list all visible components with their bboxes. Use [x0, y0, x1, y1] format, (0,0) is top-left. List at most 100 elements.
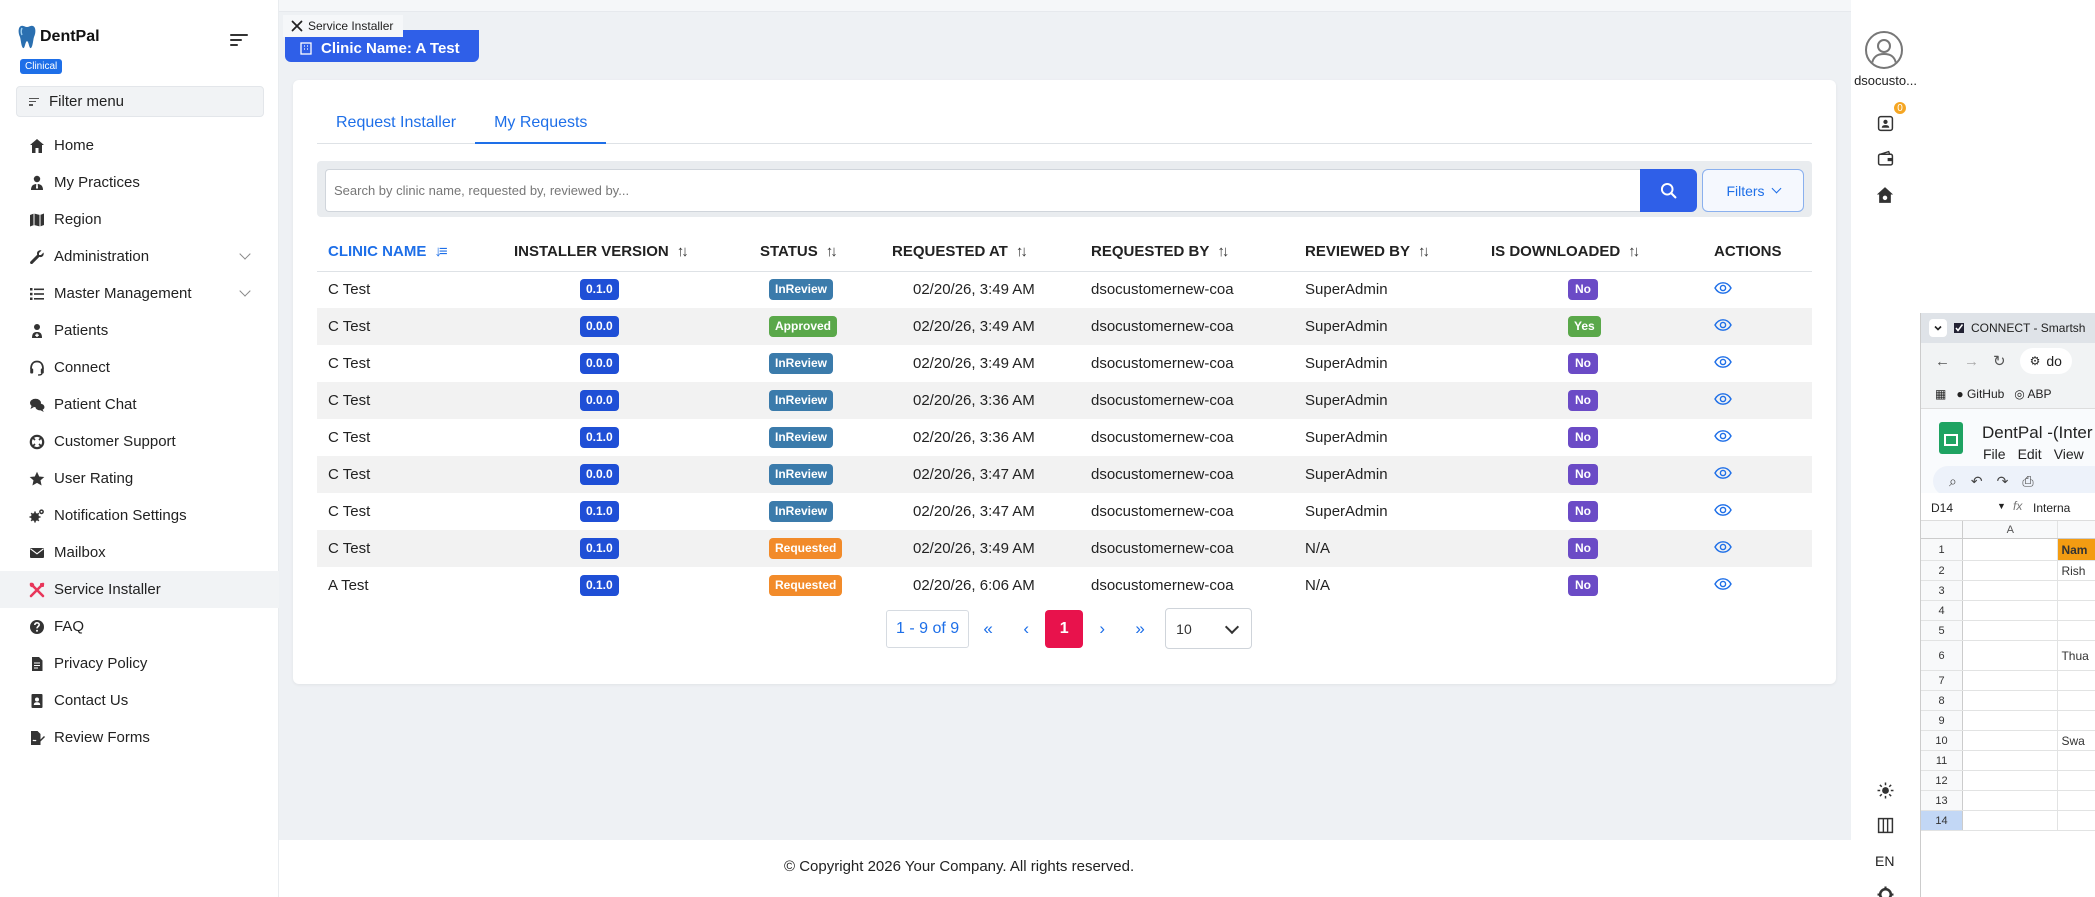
sheet-row[interactable]: 10 Swa: [1921, 731, 2095, 751]
row-number[interactable]: 4: [1921, 601, 1964, 620]
sort-icon[interactable]: ↑↓: [1418, 242, 1430, 260]
sidebar-item-patient-chat[interactable]: Patient Chat: [0, 386, 279, 423]
sheet-row[interactable]: 13: [1921, 791, 2095, 811]
column-header-is-downloaded[interactable]: IS DOWNLOADED ↑↓: [1480, 232, 1703, 272]
bookmark-github[interactable]: ● GitHub: [1956, 386, 2005, 401]
row-number[interactable]: 10: [1921, 731, 1964, 750]
google-sheets-icon[interactable]: [1939, 422, 1963, 454]
table-row[interactable]: C Test 0.0.0 InReview 02/20/26, 3:49 AM dsoc…: [317, 345, 1812, 382]
sidebar-item-review-forms[interactable]: Review Forms: [0, 719, 279, 756]
next-page-button[interactable]: ›: [1099, 618, 1105, 638]
sidebar-item-home[interactable]: Home: [0, 127, 279, 164]
sidebar-toggle-icon[interactable]: [230, 34, 248, 48]
row-number[interactable]: 6: [1921, 641, 1964, 670]
sheet-cell[interactable]: [1963, 671, 2059, 690]
sheet-cell[interactable]: [1963, 731, 2059, 750]
username[interactable]: dsocusto...: [1854, 73, 1917, 88]
row-number[interactable]: 3: [1921, 581, 1964, 600]
sheet-cell[interactable]: Thua: [2061, 648, 2089, 663]
undo-icon[interactable]: ↶: [1970, 472, 1983, 489]
sidebar-item-my-practices[interactable]: My Practices: [0, 164, 279, 201]
apps-grid-icon[interactable]: ▦: [1935, 386, 1947, 401]
view-eye-icon[interactable]: [1714, 540, 1732, 557]
layout-columns-icon[interactable]: [1875, 815, 1895, 835]
sidebar-item-contact-us[interactable]: Contact Us: [0, 682, 279, 719]
address-bar[interactable]: ⚙ do: [2019, 348, 2072, 374]
contact-card-icon[interactable]: [1875, 113, 1895, 133]
column-header-requested-at[interactable]: REQUESTED AT ↑↓: [881, 232, 1080, 272]
formula-input[interactable]: Interna: [2033, 501, 2071, 515]
sheet-cell[interactable]: Swa: [2061, 733, 2085, 748]
table-row[interactable]: C Test 0.1.0 InReview 02/20/26, 3:36 AM dsoc…: [317, 419, 1812, 456]
avatar[interactable]: [1865, 31, 1903, 69]
sheet-row[interactable]: 4: [1921, 601, 2095, 621]
table-row[interactable]: C Test 0.0.0 InReview 02/20/26, 3:47 AM dsoc…: [317, 456, 1812, 493]
view-eye-icon[interactable]: [1714, 355, 1732, 372]
sort-icon[interactable]: ↑↓: [825, 242, 838, 260]
sheet-row[interactable]: 3: [1921, 581, 2095, 601]
sidebar-item-user-rating[interactable]: User Rating: [0, 460, 279, 497]
view-eye-icon[interactable]: [1714, 281, 1732, 298]
sheet-cell[interactable]: [1963, 691, 2059, 710]
table-row[interactable]: C Test 0.1.0 InReview 02/20/26, 3:47 AM dsoc…: [317, 493, 1812, 530]
redo-icon[interactable]: ↷: [1996, 472, 2009, 489]
bookmark-abp[interactable]: ◎ ABP: [2014, 386, 2052, 401]
column-header-status[interactable]: STATUS ↑↓: [749, 232, 881, 272]
sheet-cell[interactable]: [1963, 791, 2059, 810]
sheet-row[interactable]: 7: [1921, 671, 2095, 691]
sheet-cell[interactable]: [1963, 539, 2059, 560]
sheet-row[interactable]: 9: [1921, 711, 2095, 731]
table-row[interactable]: C Test 0.1.0 InReview 02/20/26, 3:49 AM dsoc…: [317, 271, 1812, 308]
view-eye-icon[interactable]: [1714, 429, 1732, 446]
view-eye-icon[interactable]: [1714, 318, 1732, 335]
sheet-cell[interactable]: [1963, 751, 2059, 770]
sheet-cell[interactable]: [1963, 711, 2059, 730]
row-number[interactable]: 13: [1921, 791, 1964, 810]
page-number-button[interactable]: 1: [1045, 609, 1084, 648]
column-a-header[interactable]: A: [1963, 521, 2059, 538]
page-size-select[interactable]: 10: [1165, 608, 1253, 649]
sidebar-item-patients[interactable]: Patients: [0, 312, 279, 349]
name-box-dropdown-icon[interactable]: ▼: [1997, 501, 2006, 511]
sheet-cell[interactable]: [2058, 771, 2095, 790]
sheet-row[interactable]: 12: [1921, 771, 2095, 791]
sheet-cell[interactable]: Nam: [2058, 539, 2095, 560]
search-input[interactable]: [325, 169, 1640, 212]
sheet-cell[interactable]: [1963, 581, 2059, 600]
row-number[interactable]: 14: [1921, 811, 1964, 830]
forward-arrow-icon[interactable]: →: [1964, 352, 1979, 370]
sidebar-item-privacy-policy[interactable]: Privacy Policy: [0, 645, 279, 682]
sheet-cell[interactable]: [2058, 621, 2095, 640]
view-eye-icon[interactable]: [1714, 503, 1732, 520]
sort-desc-icon[interactable]: ↓≡: [434, 242, 447, 260]
sheet-cell[interactable]: [1963, 811, 2059, 830]
first-page-button[interactable]: «: [983, 618, 993, 638]
sheet-cell[interactable]: [2058, 671, 2095, 690]
sort-icon[interactable]: ↑↓: [1628, 242, 1640, 260]
sheet-title[interactable]: DentPal -(Inter: [1982, 423, 2093, 442]
table-row[interactable]: A Test 0.1.0 Requested 02/20/26, 6:06 AM dso…: [317, 567, 1812, 604]
sheet-cell[interactable]: [1963, 641, 2059, 670]
sort-icon[interactable]: ↑↓: [1217, 242, 1229, 260]
sidebar-item-master-management[interactable]: Master Management: [0, 275, 279, 312]
sheet-row[interactable]: 5: [1921, 621, 2095, 641]
select-all-corner[interactable]: [1921, 521, 1964, 538]
search-icon[interactable]: ⌕: [1949, 472, 1957, 489]
sun-icon[interactable]: [1875, 780, 1895, 800]
sidebar-item-faq[interactable]: FAQ: [0, 608, 279, 645]
sheet-cell[interactable]: [1963, 561, 2059, 580]
gear-icon[interactable]: [1875, 884, 1895, 897]
sheet-cell[interactable]: [2058, 581, 2095, 600]
row-number[interactable]: 8: [1921, 691, 1964, 710]
chevron-down-icon[interactable]: [1929, 319, 1947, 337]
sidebar-item-connect[interactable]: Connect: [0, 349, 279, 386]
tab-my-requests[interactable]: My Requests: [475, 108, 607, 144]
back-arrow-icon[interactable]: ←: [1935, 352, 1950, 370]
sheet-row[interactable]: 6 Thua: [1921, 641, 2095, 671]
row-number[interactable]: 11: [1921, 751, 1964, 770]
reload-icon[interactable]: ↻: [1993, 353, 2006, 370]
sheet-row[interactable]: 8: [1921, 691, 2095, 711]
table-row[interactable]: C Test 0.1.0 Requested 02/20/26, 3:49 AM dso…: [317, 530, 1812, 567]
view-eye-icon[interactable]: [1714, 466, 1732, 483]
sheet-cell[interactable]: [2058, 791, 2095, 810]
